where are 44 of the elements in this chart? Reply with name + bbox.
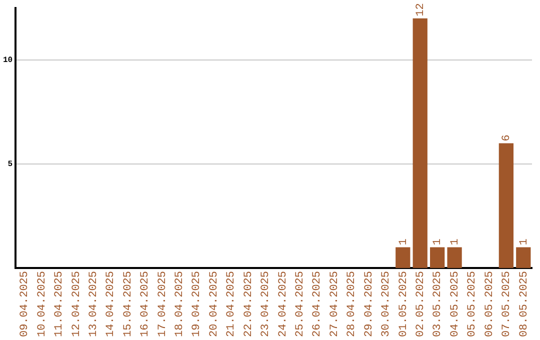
x-tick-label: 08.05.2025: [518, 270, 530, 338]
bar: [412, 18, 428, 268]
x-tick-label: 25.04.2025: [294, 270, 307, 338]
x-tick-label: 18.04.2025: [174, 270, 186, 338]
x-tick-label: 24.04.2025: [277, 270, 290, 338]
data-label: 1: [432, 238, 444, 246]
bar: [498, 143, 514, 268]
bar: [430, 247, 445, 268]
x-tick-label: 15.04.2025: [122, 270, 134, 338]
x-tick-label: 09.04.2025: [19, 270, 32, 338]
x-tick-label: 26.04.2025: [312, 270, 324, 338]
x-tick-label: 30.04.2025: [380, 270, 393, 338]
x-tick-label: 06.05.2025: [484, 270, 496, 338]
x-tick-label: 12.04.2025: [70, 270, 83, 338]
y-tick-label: 5: [8, 160, 13, 170]
x-tick-label: 22.04.2025: [242, 270, 255, 338]
x-tick-label: 04.05.2025: [449, 270, 462, 338]
bar: [396, 247, 410, 268]
x-tick-label: 05.05.2025: [466, 270, 479, 338]
x-tick-label: 03.05.2025: [432, 270, 444, 338]
x-tick-label: 13.04.2025: [88, 270, 100, 338]
data-label: 1: [449, 238, 462, 246]
x-tick-label: 14.04.2025: [105, 270, 118, 338]
y-tick-label: 10: [2, 56, 13, 66]
x-tick-label: 17.04.2025: [156, 270, 169, 338]
data-label: 6: [501, 134, 514, 142]
x-tick-label: 29.04.2025: [363, 270, 376, 338]
data-label: 1: [398, 238, 410, 246]
x-tick-label: 02.05.2025: [415, 270, 428, 338]
x-tick-label: 07.05.2025: [501, 270, 514, 338]
x-tick-label: 27.04.2025: [328, 270, 341, 338]
x-tick-label: 16.04.2025: [140, 270, 152, 338]
x-tick-label: 11.04.2025: [54, 270, 66, 338]
x-tick-label: 19.04.2025: [191, 270, 204, 338]
x-tick-label: 23.04.2025: [260, 270, 272, 338]
bar: [447, 247, 462, 268]
data-label: 1: [518, 238, 530, 246]
x-tick-label: 01.05.2025: [398, 270, 410, 338]
x-tick-label: 28.04.2025: [346, 270, 358, 338]
data-label: 12: [415, 3, 428, 16]
x-tick-label: 10.04.2025: [36, 270, 48, 338]
x-tick-label: 20.04.2025: [208, 270, 220, 338]
x-tick-label: 21.04.2025: [226, 270, 238, 338]
bar: [516, 247, 531, 268]
